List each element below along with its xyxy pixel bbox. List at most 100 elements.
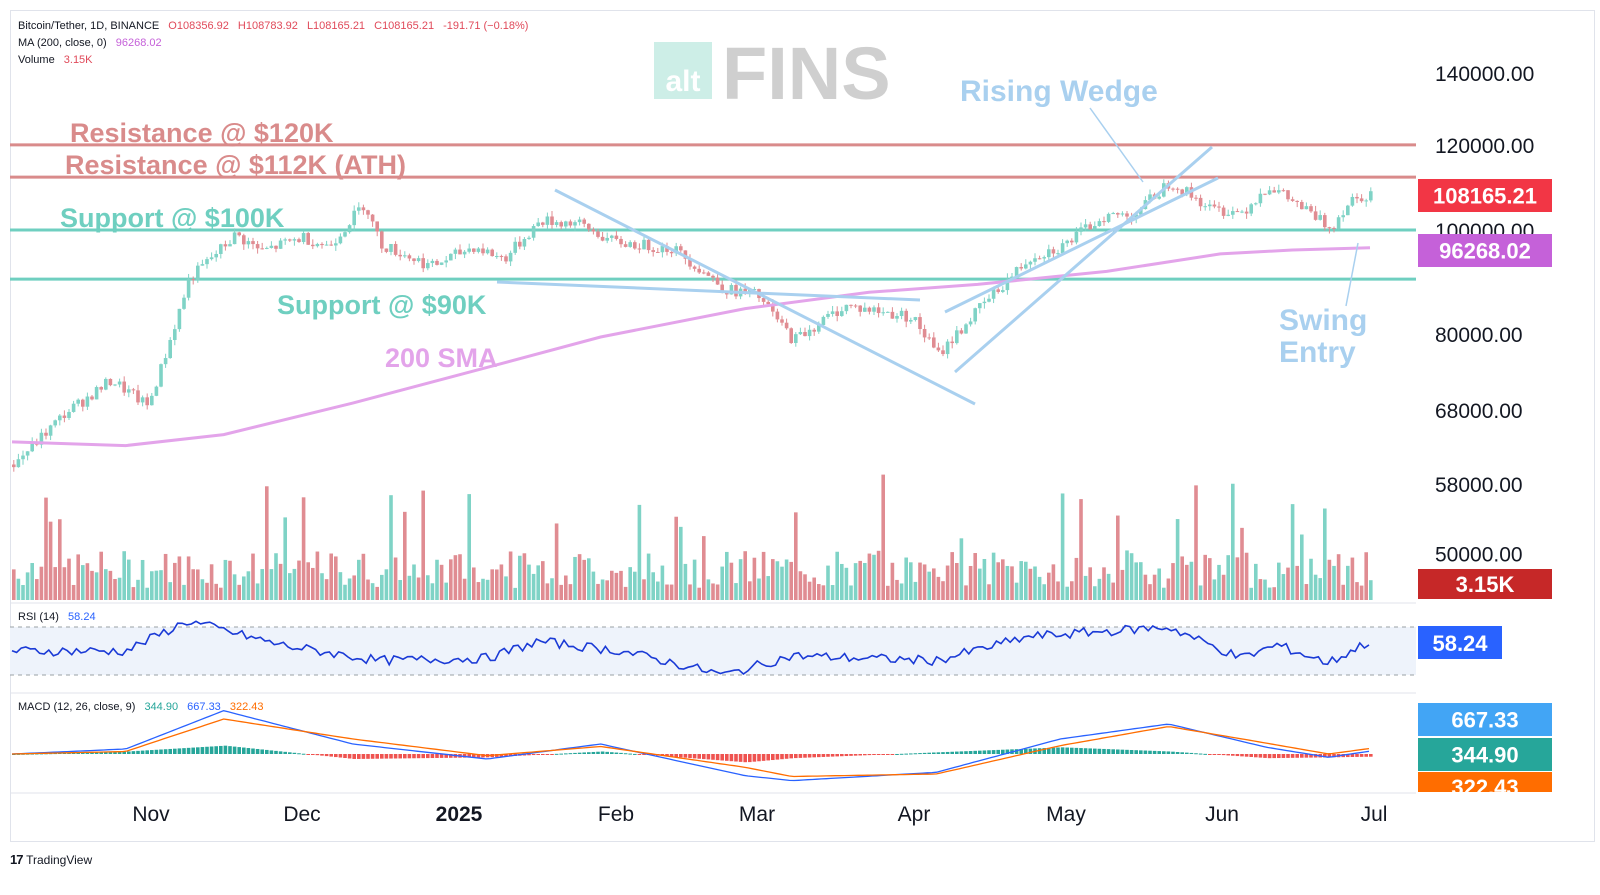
volume-bar bbox=[1116, 515, 1120, 600]
candle-body bbox=[403, 255, 407, 257]
volume-bar bbox=[1185, 564, 1189, 600]
volume-bar bbox=[918, 562, 922, 600]
candle-body bbox=[407, 255, 412, 259]
volume-bar bbox=[863, 562, 867, 600]
volume-bar bbox=[237, 584, 241, 600]
candle-body bbox=[472, 248, 476, 252]
y-tick-label: 50000.00 bbox=[1435, 543, 1523, 566]
macd-histogram-bar bbox=[1047, 747, 1051, 754]
macd-histogram-bar bbox=[1350, 754, 1355, 757]
candle-body bbox=[177, 308, 182, 330]
price-tag: 108165.21 bbox=[1433, 184, 1537, 209]
tradingview-logo[interactable]: 17 TradingView bbox=[10, 852, 92, 867]
volume-bar bbox=[1277, 562, 1281, 600]
volume-bar bbox=[398, 580, 402, 600]
volume-bar bbox=[697, 587, 701, 600]
volume-bar bbox=[904, 557, 908, 600]
macd-histogram-bar bbox=[886, 754, 890, 755]
macd-histogram-bar bbox=[242, 747, 246, 754]
volume-bar bbox=[1083, 575, 1088, 600]
macd-histogram-bar bbox=[412, 754, 416, 759]
volume-bar bbox=[743, 551, 747, 600]
candle-body bbox=[752, 289, 757, 291]
macd-histogram-bar bbox=[352, 754, 356, 759]
candle-body bbox=[945, 341, 950, 355]
macd-histogram-bar bbox=[504, 754, 508, 757]
volume-bar bbox=[136, 579, 140, 600]
volume-bar bbox=[329, 553, 333, 600]
volume-bar bbox=[610, 570, 614, 600]
x-tick-label: 2025 bbox=[436, 803, 483, 826]
macd-histogram-bar bbox=[278, 751, 283, 754]
macd-histogram-bar bbox=[674, 754, 678, 758]
macd-histogram-bar bbox=[840, 754, 844, 757]
volume-bar bbox=[1309, 558, 1313, 600]
macd-histogram-bar bbox=[596, 751, 600, 754]
volume-bar bbox=[1033, 566, 1037, 600]
macd-histogram-bar bbox=[688, 754, 692, 759]
candle-body bbox=[904, 310, 908, 322]
candle-body bbox=[163, 358, 168, 365]
volume-bar bbox=[205, 582, 209, 600]
volume-bar bbox=[196, 569, 200, 600]
macd-histogram-bar bbox=[1157, 751, 1161, 754]
candle-body bbox=[251, 241, 255, 245]
volume-bar bbox=[771, 559, 775, 600]
watermark-alt: alt bbox=[665, 65, 700, 98]
candle-body bbox=[1226, 214, 1230, 216]
volume-bar bbox=[1286, 567, 1290, 600]
volume-bar bbox=[577, 554, 582, 600]
candle-body bbox=[361, 207, 366, 211]
candle-body bbox=[895, 316, 899, 319]
label-rising-wedge: Rising Wedge bbox=[960, 75, 1158, 108]
high-value: H108783.92 bbox=[237, 20, 298, 32]
volume-bar bbox=[1346, 565, 1350, 600]
volume-bar bbox=[1254, 563, 1258, 600]
rsi-value: 58.24 bbox=[68, 611, 96, 623]
candle-body bbox=[840, 311, 844, 316]
volume-bar bbox=[623, 586, 628, 600]
macd-histogram-bar bbox=[508, 754, 513, 757]
volume-bar bbox=[909, 562, 913, 600]
macd-histogram-bar bbox=[90, 752, 94, 754]
volume-bar bbox=[48, 521, 53, 600]
volume-bar bbox=[260, 569, 264, 600]
volume-bar bbox=[674, 516, 678, 600]
volume-bar bbox=[1217, 564, 1221, 600]
volume-bar bbox=[85, 563, 90, 600]
macd-histogram-bar bbox=[945, 751, 950, 754]
macd-histogram-bar bbox=[297, 753, 301, 755]
candle-body bbox=[416, 258, 421, 262]
candle-body bbox=[927, 337, 931, 339]
volume-bar bbox=[449, 559, 453, 600]
volume-bar bbox=[1125, 550, 1129, 600]
candle-body bbox=[941, 350, 945, 355]
candle-body bbox=[108, 378, 113, 386]
macd-histogram-bar bbox=[817, 754, 821, 758]
volume-bar bbox=[380, 574, 384, 600]
macd-histogram-bar bbox=[1267, 754, 1272, 759]
candle-body bbox=[766, 301, 770, 305]
volume-bar bbox=[1304, 584, 1309, 600]
candle-body bbox=[628, 242, 632, 247]
volume-bar bbox=[301, 497, 306, 600]
volume-bar bbox=[715, 584, 720, 600]
signal-line bbox=[11, 718, 1370, 778]
macd-histogram-bar bbox=[725, 754, 729, 761]
sma-tag: 96268.02 bbox=[1439, 239, 1531, 264]
candle-body bbox=[623, 244, 628, 247]
candle-body bbox=[393, 243, 398, 255]
candle-body bbox=[39, 432, 44, 445]
volume-bar bbox=[1060, 493, 1065, 600]
candle-body bbox=[430, 260, 435, 264]
macd-histogram-bar bbox=[941, 752, 945, 754]
sma-200-line bbox=[11, 246, 1371, 448]
volume-bar bbox=[922, 564, 927, 600]
volume-bar bbox=[173, 562, 177, 600]
macd-histogram-bar bbox=[780, 754, 784, 760]
candle-body bbox=[246, 241, 251, 245]
macd-histogram-bar bbox=[853, 754, 858, 756]
volume-bar bbox=[936, 576, 941, 600]
macd-histogram-bar bbox=[370, 754, 375, 759]
macd-histogram-bar bbox=[605, 751, 609, 754]
